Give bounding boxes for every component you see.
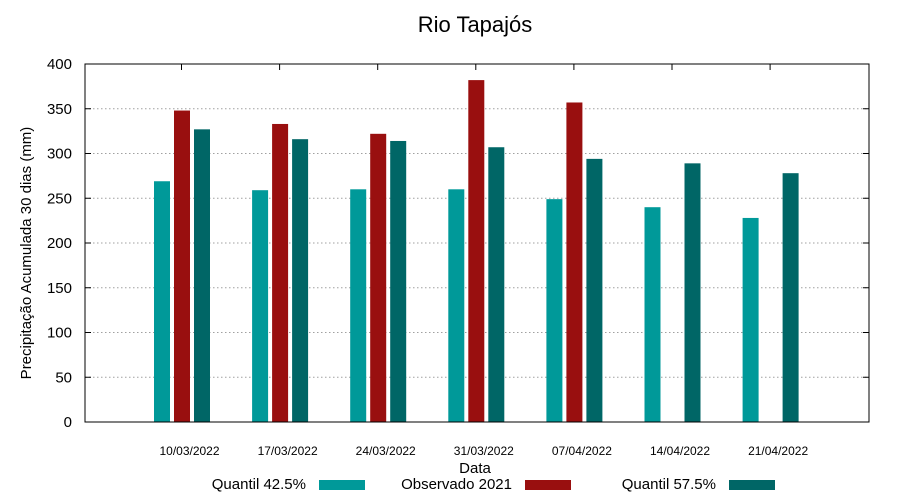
bar-1 — [154, 181, 170, 422]
legend-swatch — [729, 480, 775, 490]
bar-2 — [468, 80, 485, 423]
legend-label: Quantil 42.5% — [212, 476, 306, 493]
bar-1 — [742, 217, 759, 422]
x-axis-label: Data — [459, 460, 491, 477]
bar-2 — [566, 102, 583, 423]
bar-1 — [546, 199, 563, 422]
bars — [154, 80, 799, 423]
x-tick-label: 17/03/2022 — [258, 444, 318, 458]
chart-title: Rio Tapajós — [418, 12, 533, 37]
y-tick-label: 0 — [64, 414, 72, 431]
x-tick-label: 21/04/2022 — [748, 444, 808, 458]
bar-1 — [252, 190, 269, 422]
y-axis-label: Precipitação Acumulada 30 dias (mm) — [18, 127, 35, 380]
x-tick-label: 31/03/2022 — [454, 444, 514, 458]
bar-3 — [684, 163, 701, 422]
y-tick-label: 250 — [47, 190, 72, 207]
bar-1 — [350, 189, 367, 422]
bar-1 — [448, 189, 465, 422]
y-tick-label: 200 — [47, 235, 72, 252]
y-tick-label: 150 — [47, 280, 72, 297]
bar-3 — [390, 140, 407, 422]
bar-2 — [174, 110, 190, 422]
bar-2 — [272, 123, 289, 422]
x-tick-label: 07/04/2022 — [552, 444, 612, 458]
legend-swatch — [319, 480, 365, 490]
y-tick-label: 350 — [47, 101, 72, 118]
bar-1 — [644, 207, 661, 422]
y-tick-label: 100 — [47, 325, 72, 342]
legend-label: Quantil 57.5% — [622, 476, 716, 493]
y-axis-ticks: 0 50 100 150 200 250 300 350 400 — [47, 56, 869, 431]
x-tick-label: 10/03/2022 — [159, 444, 219, 458]
x-axis-ticks: 10/03/2022 17/03/2022 24/03/2022 31/03/2022… — [159, 64, 808, 458]
bar-3 — [292, 139, 309, 422]
bar-3 — [194, 129, 210, 422]
legend-swatch — [525, 480, 571, 490]
x-tick-label: 24/03/2022 — [356, 444, 416, 458]
bar-2 — [370, 133, 387, 422]
x-tick-label: 14/04/2022 — [650, 444, 710, 458]
y-tick-label: 50 — [55, 369, 72, 386]
legend: Quantil 42.5% Observado 2021 Quantil 57.5% — [212, 476, 775, 493]
legend-label: Observado 2021 — [401, 476, 512, 493]
bar-3 — [586, 158, 603, 422]
y-tick-label: 400 — [47, 56, 72, 73]
y-tick-label: 300 — [47, 146, 72, 163]
bar-3 — [488, 147, 505, 423]
bar-3 — [782, 173, 799, 422]
